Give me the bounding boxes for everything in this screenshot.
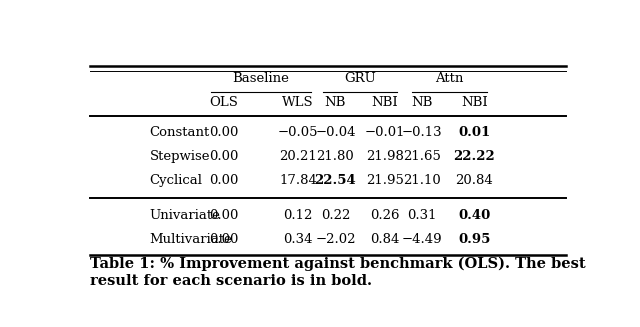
Text: Attn: Attn [435,72,464,85]
Text: NB: NB [412,96,433,109]
Text: 0.00: 0.00 [209,126,239,139]
Text: Stepwise: Stepwise [150,150,210,163]
Text: 20.84: 20.84 [456,174,493,187]
Text: 0.40: 0.40 [458,209,490,222]
Text: Constant: Constant [150,126,210,139]
Text: WLS: WLS [282,96,314,109]
Text: 0.34: 0.34 [284,233,313,246]
Text: OLS: OLS [209,96,238,109]
Text: Table 1: % Improvement against benchmark (OLS). The best: Table 1: % Improvement against benchmark… [90,256,586,270]
Text: NBI: NBI [372,96,399,109]
Text: −0.01: −0.01 [365,126,405,139]
Text: 20.21: 20.21 [280,150,317,163]
Text: 22.54: 22.54 [315,174,356,187]
Text: −2.02: −2.02 [315,233,356,246]
Text: −0.05: −0.05 [278,126,319,139]
Text: 21.65: 21.65 [403,150,441,163]
Text: 21.10: 21.10 [403,174,441,187]
Text: 0.00: 0.00 [209,209,239,222]
Text: Baseline: Baseline [232,72,289,85]
Text: 21.80: 21.80 [317,150,355,163]
Text: −0.13: −0.13 [402,126,442,139]
Text: NBI: NBI [461,96,488,109]
Text: 0.00: 0.00 [209,233,239,246]
Text: 0.84: 0.84 [371,233,400,246]
Text: GRU: GRU [344,72,376,85]
Text: 0.12: 0.12 [284,209,313,222]
Text: 0.01: 0.01 [458,126,490,139]
Text: −0.04: −0.04 [315,126,356,139]
Text: 17.84: 17.84 [279,174,317,187]
Text: 0.22: 0.22 [321,209,350,222]
Text: 0.31: 0.31 [408,209,437,222]
Text: result for each scenario is in bold.: result for each scenario is in bold. [90,274,372,288]
Text: NB: NB [324,96,346,109]
Text: 21.95: 21.95 [366,174,404,187]
Text: 0.26: 0.26 [371,209,400,222]
Text: 0.00: 0.00 [209,174,239,187]
Text: 0.95: 0.95 [458,233,490,246]
Text: Multivariate: Multivariate [150,233,232,246]
Text: Cyclical: Cyclical [150,174,202,187]
Text: Univariate: Univariate [150,209,220,222]
Text: 0.00: 0.00 [209,150,239,163]
Text: −4.49: −4.49 [402,233,442,246]
Text: 21.98: 21.98 [366,150,404,163]
Text: 22.22: 22.22 [454,150,495,163]
